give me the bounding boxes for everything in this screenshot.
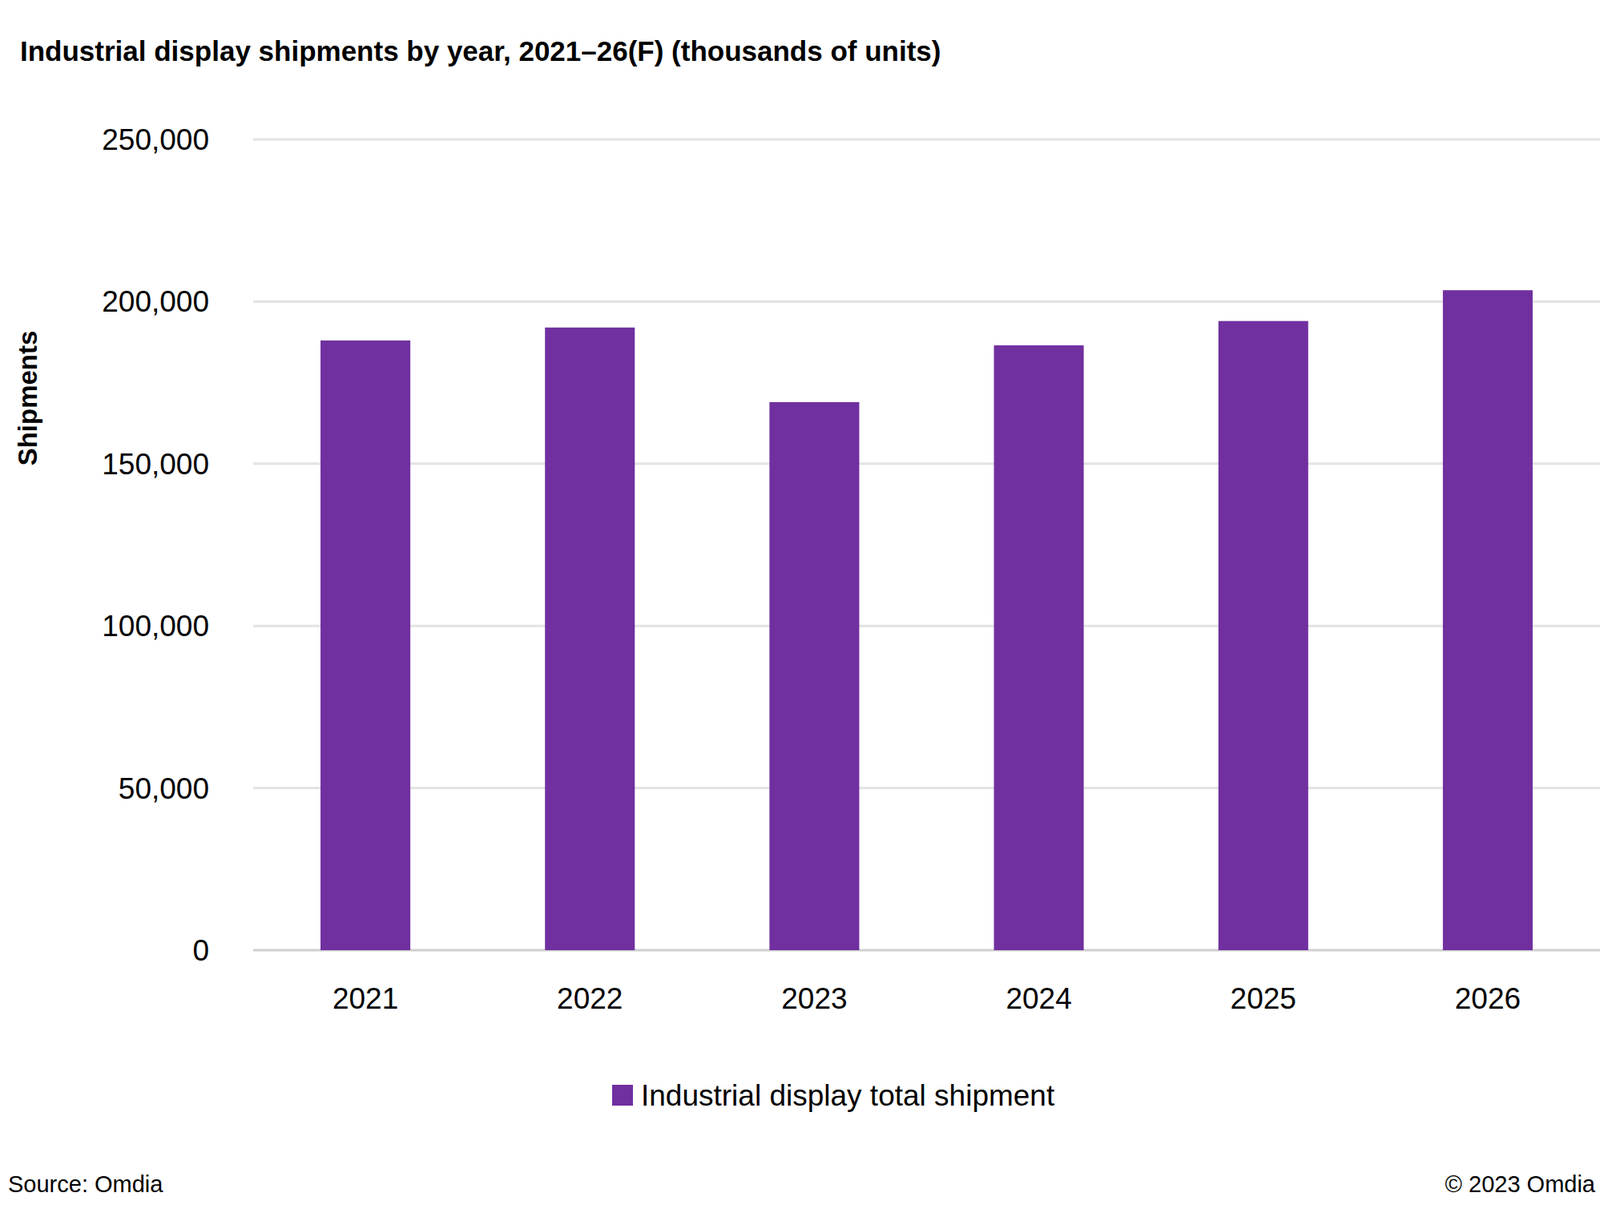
bar xyxy=(320,340,411,951)
bar xyxy=(769,402,859,951)
grid-line xyxy=(253,300,1600,303)
y-tick-label: 0 xyxy=(192,934,210,968)
copyright: © 2023 Omdia xyxy=(1445,1171,1596,1197)
legend-swatch xyxy=(612,1084,633,1106)
y-tick-label: 150,000 xyxy=(101,447,210,481)
legend: Industrial display total shipment xyxy=(612,1079,1056,1113)
legend-label: Industrial display total shipment xyxy=(640,1079,1056,1113)
grid-line xyxy=(253,462,1600,465)
y-tick-label: 100,000 xyxy=(101,609,210,643)
y-tick-label: 200,000 xyxy=(101,285,210,319)
x-tick-label: 2023 xyxy=(781,982,847,1016)
x-tick-label: 2022 xyxy=(556,982,623,1016)
bar xyxy=(1442,290,1533,951)
grid-line xyxy=(253,624,1600,628)
y-axis-label: Shipments xyxy=(12,330,43,467)
bar xyxy=(1218,321,1309,951)
y-tick-label: 50,000 xyxy=(118,772,210,806)
y-tick-label: 250,000 xyxy=(101,123,210,157)
x-tick-label: 2025 xyxy=(1230,982,1297,1016)
grid-line xyxy=(253,949,1600,952)
bar xyxy=(544,327,635,951)
source: Source: Omdia xyxy=(8,1171,164,1197)
bar xyxy=(994,345,1085,951)
x-tick-label: 2021 xyxy=(332,982,399,1016)
x-tick-label: 2026 xyxy=(1454,982,1521,1016)
title: Industrial display shipments by year, 20… xyxy=(20,35,941,67)
chart: Industrial display shipments by year, 20… xyxy=(0,0,1600,1229)
grid-line xyxy=(253,138,1600,142)
bars xyxy=(320,290,1533,951)
grid-line xyxy=(253,786,1600,790)
x-tick-label: 2024 xyxy=(1005,982,1072,1016)
